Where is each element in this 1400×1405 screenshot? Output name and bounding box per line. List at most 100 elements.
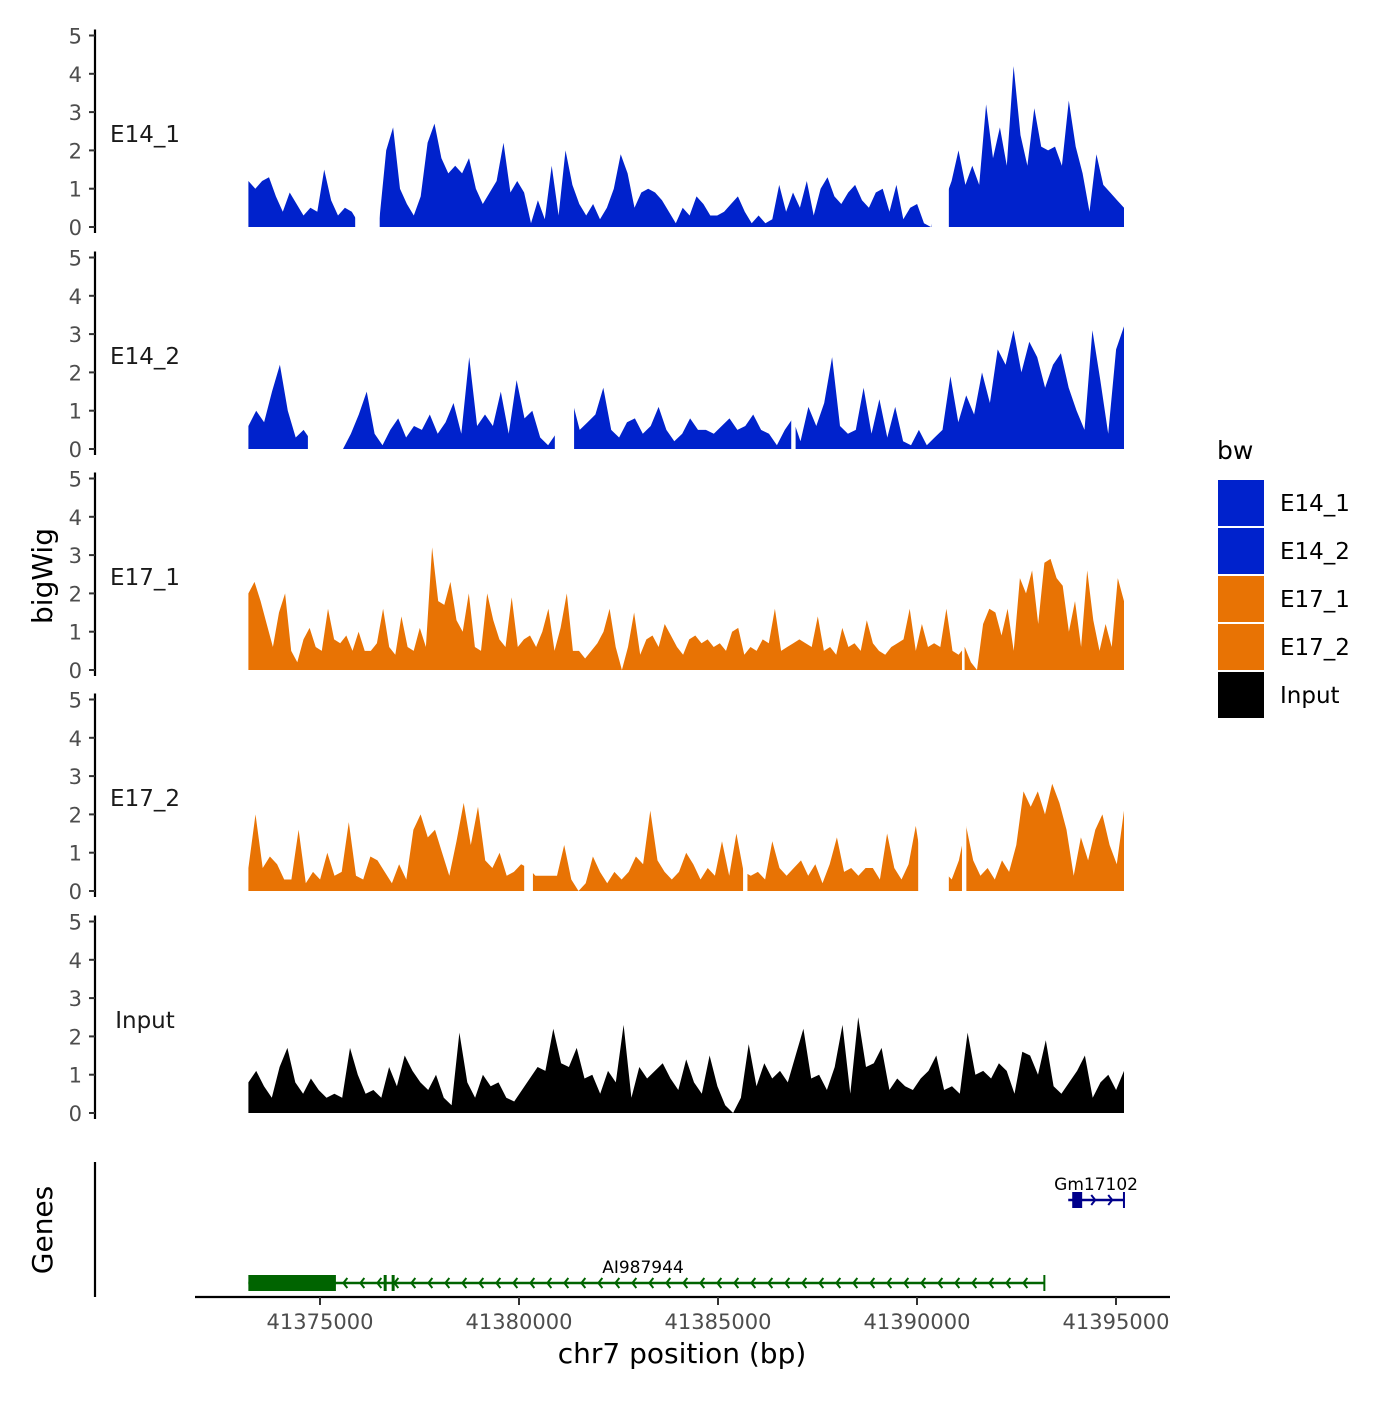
gene-label-gm17102: Gm17102 — [1054, 1175, 1138, 1195]
strand-arrow-gm17102 — [1107, 1194, 1114, 1206]
track-e17-1: 0 1 2 3 4 5 E17_1 — [69, 468, 1124, 683]
strand-arrow-ai987944 — [903, 1277, 910, 1289]
strand-arrow-ai987944 — [852, 1277, 859, 1289]
x-tick-label: 41390000 — [864, 1310, 971, 1334]
y-tick-label-e14-1: 5 — [69, 25, 82, 49]
y-tick-label-input: 5 — [69, 911, 82, 935]
y-tick-label-e17-1: 4 — [69, 506, 82, 530]
gene-ai987944: AI987944 — [248, 1258, 1046, 1291]
strand-arrow-ai987944 — [631, 1277, 638, 1289]
strand-arrow-ai987944 — [512, 1277, 519, 1289]
y-tick-label-e17-2: 1 — [69, 842, 82, 866]
legend-title: bw — [1217, 436, 1253, 465]
y-tick-label-e14-2: 3 — [69, 323, 82, 347]
genes-axis-title: Genes — [26, 1186, 59, 1274]
y-axis-title: bigWig — [26, 528, 59, 624]
y-tick-label-input: 3 — [69, 987, 82, 1011]
exon-ai987944 — [391, 1275, 395, 1291]
legend-swatch-input — [1218, 672, 1264, 718]
y-tick-label-input: 2 — [69, 1025, 82, 1049]
strand-arrow-ai987944 — [920, 1277, 927, 1289]
track-e17-2: 0 1 2 3 4 5 E17_2 — [69, 689, 1124, 904]
strand-arrow-ai987944 — [563, 1277, 570, 1289]
y-tick-label-e14-1: 0 — [69, 216, 82, 240]
coverage-area-e14-1 — [248, 66, 1124, 227]
strand-arrow-ai987944 — [359, 1277, 366, 1289]
y-tick-label-e17-1: 1 — [69, 621, 82, 645]
y-tick-label-e17-1: 5 — [69, 468, 82, 492]
x-tick-label: 41385000 — [665, 1310, 772, 1334]
coverage-area-e17-2 — [248, 783, 1124, 891]
x-axis: 41375000 41380000 41385000 41390000 41395000… — [195, 1295, 1170, 1370]
y-tick-label-e17-2: 0 — [69, 880, 82, 904]
coverage-area-e17-1 — [248, 547, 1124, 670]
y-tick-label-e14-2: 5 — [69, 247, 82, 271]
strand-arrow-ai987944 — [801, 1277, 808, 1289]
coverage-gap-e17-2 — [961, 697, 967, 893]
bigwig-tracks: 0 1 2 3 4 5 E14_1 0 1 2 3 4 5 E14_2 0 1 2 3 4 5 E17_1 0 1 2 3 4 5 E… — [69, 25, 1124, 1126]
y-tick-label-input: 1 — [69, 1064, 82, 1088]
strand-arrow-ai987944 — [784, 1277, 791, 1289]
x-tick-label: 41375000 — [267, 1310, 374, 1334]
strand-arrow-ai987944 — [716, 1277, 723, 1289]
gene-gm17102: Gm17102 — [1054, 1175, 1138, 1208]
x-tick-label: 41380000 — [466, 1310, 573, 1334]
x-axis-title: chr7 position (bp) — [558, 1337, 807, 1370]
strand-arrow-ai987944 — [682, 1277, 689, 1289]
strand-arrow-ai987944 — [580, 1277, 587, 1289]
y-tick-label-e17-2: 2 — [69, 803, 82, 827]
legend-label-e17-1: E17_1 — [1280, 587, 1350, 613]
y-tick-label-input: 0 — [69, 1102, 82, 1126]
coverage-gap-e14-2 — [554, 255, 575, 451]
strand-arrow-ai987944 — [988, 1277, 995, 1289]
strand-arrow-ai987944 — [886, 1277, 893, 1289]
strand-arrow-ai987944 — [818, 1277, 825, 1289]
strand-arrow-ai987944 — [971, 1277, 978, 1289]
legend-swatch-e17-1 — [1218, 576, 1264, 622]
y-tick-label-e14-1: 4 — [69, 63, 82, 87]
strand-arrow-ai987944 — [546, 1277, 553, 1289]
coverage-gap-e17-2 — [918, 697, 949, 893]
y-tick-label-e14-2: 1 — [69, 400, 82, 424]
coverage-area-input — [248, 1017, 1124, 1113]
strand-arrow-ai987944 — [529, 1277, 536, 1289]
track-e14-1: 0 1 2 3 4 5 E14_1 — [69, 25, 1124, 240]
coverage-gap-e14-2 — [307, 255, 341, 451]
y-tick-label-e14-2: 0 — [69, 438, 82, 462]
track-e14-2: 0 1 2 3 4 5 E14_2 — [69, 247, 1124, 462]
strand-arrow-ai987944 — [835, 1277, 842, 1289]
coverage-gap-e14-2 — [791, 255, 796, 451]
legend-label-e14-2: E14_2 — [1280, 539, 1350, 565]
coverage-gap-e17-2 — [743, 697, 748, 893]
strand-arrow-ai987944 — [665, 1277, 672, 1289]
strand-arrow-ai987944 — [376, 1277, 383, 1289]
coverage-gap-e17-1 — [961, 476, 965, 672]
legend-swatch-e14-1 — [1218, 480, 1264, 526]
y-tick-label-e14-1: 3 — [69, 101, 82, 125]
x-ticks: 41375000 41380000 41385000 41390000 41395000 — [267, 1297, 1169, 1334]
strand-arrow-ai987944 — [461, 1277, 468, 1289]
y-tick-label-input: 4 — [69, 949, 82, 973]
coverage-gap-e17-2 — [524, 697, 533, 893]
legend: bw E14_1 E14_2 E17_1 E17_2 Input — [1217, 436, 1350, 718]
track-label-e17-2: E17_2 — [110, 786, 180, 812]
strand-arrow-ai987944 — [410, 1277, 417, 1289]
track-label-input: Input — [115, 1008, 175, 1034]
strand-arrow-gm17102 — [1090, 1194, 1097, 1206]
coverage-gap-e14-1 — [355, 33, 380, 229]
legend-label-input: Input — [1280, 683, 1340, 709]
strand-arrow-ai987944 — [699, 1277, 706, 1289]
legend-swatch-e14-2 — [1218, 528, 1264, 574]
strand-arrow-ai987944 — [444, 1277, 451, 1289]
strand-arrow-ai987944 — [1022, 1277, 1029, 1289]
strand-arrow-ai987944 — [869, 1277, 876, 1289]
strand-arrow-ai987944 — [597, 1277, 604, 1289]
exon-ai987944 — [248, 1275, 336, 1291]
coverage-area-e14-2 — [248, 326, 1124, 449]
genes-panel: Genes AI987944 Gm17102 — [26, 1162, 1138, 1297]
exon-ai987944 — [383, 1275, 387, 1291]
exon-gm17102 — [1072, 1192, 1083, 1208]
gene-label-ai987944: AI987944 — [602, 1258, 684, 1278]
strand-arrow-ai987944 — [954, 1277, 961, 1289]
